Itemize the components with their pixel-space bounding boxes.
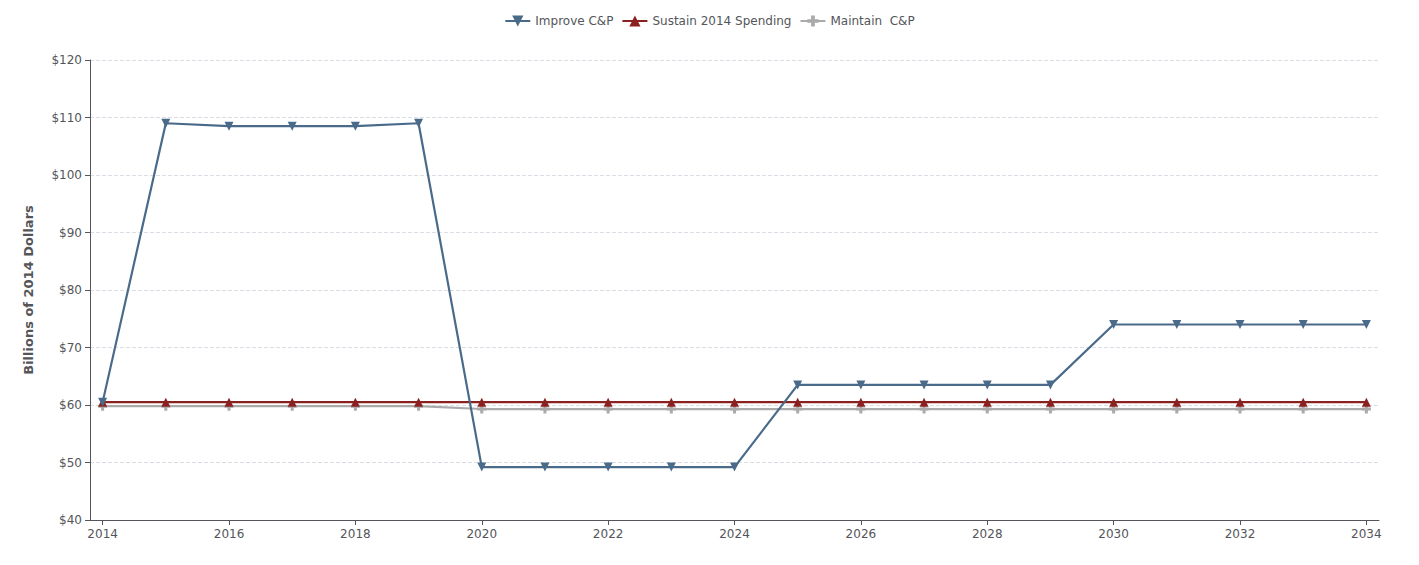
svg-text:2028: 2028 — [972, 527, 1003, 541]
svg-text:Billions of 2014 Dollars: Billions of 2014 Dollars — [21, 205, 36, 375]
svg-text:$40: $40 — [59, 513, 82, 527]
svg-text:2018: 2018 — [340, 527, 371, 541]
svg-text:Improve C&P: Improve C&P — [535, 14, 613, 28]
svg-text:$100: $100 — [51, 168, 82, 182]
svg-text:2016: 2016 — [214, 527, 245, 541]
svg-text:2034: 2034 — [1351, 527, 1382, 541]
svg-text:2020: 2020 — [466, 527, 497, 541]
svg-text:$70: $70 — [59, 341, 82, 355]
svg-text:$90: $90 — [59, 226, 82, 240]
svg-text:Sustain 2014 Spending: Sustain 2014 Spending — [652, 14, 791, 28]
svg-text:2032: 2032 — [1225, 527, 1256, 541]
svg-text:2024: 2024 — [719, 527, 750, 541]
svg-text:2014: 2014 — [87, 527, 118, 541]
svg-text:2022: 2022 — [593, 527, 624, 541]
svg-text:2030: 2030 — [1098, 527, 1129, 541]
svg-text:$110: $110 — [51, 111, 82, 125]
svg-text:2026: 2026 — [846, 527, 877, 541]
svg-text:$120: $120 — [51, 53, 82, 67]
svg-text:$50: $50 — [59, 456, 82, 470]
svg-text:$60: $60 — [59, 398, 82, 412]
svg-text:$80: $80 — [59, 283, 82, 297]
svg-text:Maintain C&P: Maintain C&P — [830, 14, 914, 28]
